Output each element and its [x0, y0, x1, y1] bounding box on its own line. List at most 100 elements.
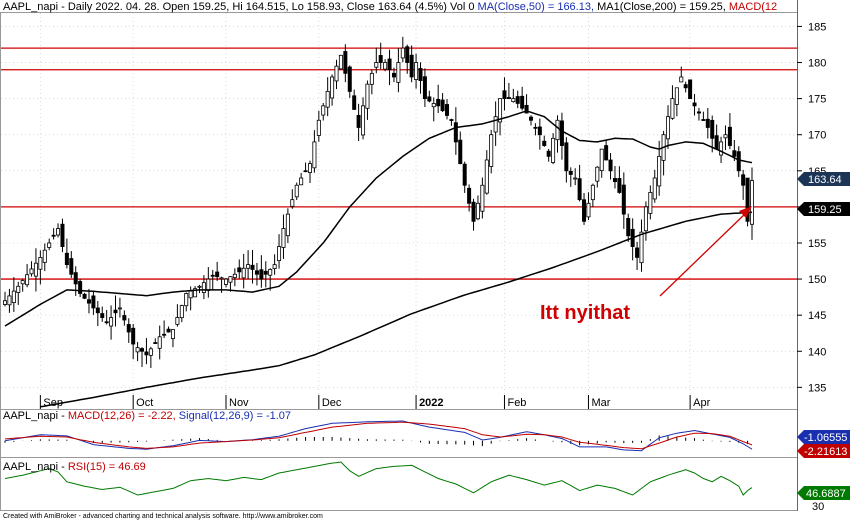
candle	[228, 276, 233, 292]
macd-badge-shape	[797, 430, 850, 444]
candle-body	[502, 90, 507, 100]
candle-body	[131, 327, 136, 345]
candle-body	[692, 102, 697, 107]
candle-body	[33, 262, 38, 277]
header-macd: MACD(12	[729, 1, 777, 13]
candle-body	[224, 278, 229, 285]
candle	[104, 309, 109, 325]
candle	[440, 93, 445, 113]
candle-body	[82, 293, 87, 299]
candle	[661, 130, 666, 176]
candle	[29, 261, 34, 277]
price-tick-185: 185	[808, 21, 826, 33]
candle	[33, 248, 38, 292]
candle	[294, 182, 299, 201]
candle-body	[542, 140, 547, 146]
candle-body	[162, 333, 167, 336]
candle	[626, 213, 631, 242]
candle-body	[307, 163, 312, 173]
candle-body	[458, 139, 463, 164]
annotation-arrow	[659, 211, 748, 297]
candle-body	[727, 126, 732, 146]
candle-body	[714, 135, 719, 150]
candle-body	[100, 313, 105, 318]
candle	[387, 49, 392, 86]
candle	[179, 304, 184, 323]
rsi-badge-shape	[797, 486, 850, 500]
candle-body	[723, 134, 728, 139]
candle	[723, 125, 728, 151]
candle	[498, 98, 503, 136]
date-tick-Oct: Oct	[136, 397, 153, 409]
candle	[608, 152, 613, 180]
candle-body	[193, 288, 198, 298]
candle-body	[215, 271, 220, 278]
candle	[431, 97, 436, 122]
candle	[100, 306, 105, 322]
macd-panel-title: AAPL_napi - MACD(12,26) = -2.22, Signal(…	[3, 410, 291, 422]
candle	[299, 173, 304, 186]
macd-histogram	[4, 435, 749, 447]
candle	[506, 82, 511, 100]
candle-body	[710, 119, 715, 139]
candle	[736, 146, 741, 177]
candle	[347, 65, 352, 98]
candle	[568, 167, 573, 187]
candle-body	[188, 290, 193, 299]
candle-body	[369, 72, 374, 85]
price-tick-180: 180	[808, 58, 826, 70]
candle	[714, 124, 719, 150]
price-tick-170: 170	[808, 130, 826, 142]
candle	[210, 269, 215, 291]
candle-body	[480, 184, 485, 212]
candle-body	[140, 348, 145, 352]
macd-value-label: MACD(12,26) = -2.22,	[68, 410, 179, 422]
candle-body	[166, 328, 171, 333]
candle-body	[11, 290, 16, 304]
candle	[11, 277, 16, 312]
candle-body	[422, 76, 427, 100]
rsi-tick-30: 30	[812, 501, 824, 513]
candle-body	[555, 119, 560, 141]
candle	[635, 241, 640, 270]
candle-body	[666, 116, 671, 140]
rsi-panel-title: AAPL_napi - RSI(15) = 46.69	[3, 461, 146, 473]
candle	[91, 290, 96, 315]
candle	[652, 169, 657, 203]
candle-body	[285, 213, 290, 237]
candle	[237, 259, 242, 279]
candle	[193, 286, 198, 298]
rsi-badge-value: 46.6887	[806, 488, 846, 500]
candle-body	[157, 336, 162, 349]
candle-body	[551, 137, 556, 163]
candle-body	[409, 54, 414, 78]
date-axis-ticks: Sep Oct Nov Dec 2022 Feb Mar Apr	[39, 395, 711, 409]
candle-body	[246, 264, 251, 269]
candle	[582, 193, 587, 225]
candle-body	[511, 98, 516, 103]
candle-body	[179, 305, 184, 319]
candle-body	[95, 307, 100, 314]
candle	[670, 85, 675, 120]
candle	[537, 118, 542, 150]
candle	[374, 47, 379, 74]
signal-badge-shape	[797, 444, 850, 458]
candle-body	[29, 268, 34, 275]
ma200-badge: 159.25	[797, 202, 850, 216]
candle	[109, 305, 114, 340]
candle-body	[732, 150, 737, 157]
candle	[215, 261, 220, 281]
candle	[338, 54, 343, 70]
candle	[630, 218, 635, 261]
candle	[334, 59, 339, 90]
candle	[162, 320, 167, 339]
candle-body	[343, 51, 348, 74]
candle-body	[608, 159, 613, 172]
candle	[604, 140, 609, 161]
candle	[577, 164, 582, 202]
candle-body	[719, 141, 724, 156]
candle-body	[688, 79, 693, 100]
candle-body	[25, 274, 30, 286]
candle-body	[232, 273, 237, 279]
candle-body	[489, 134, 494, 167]
